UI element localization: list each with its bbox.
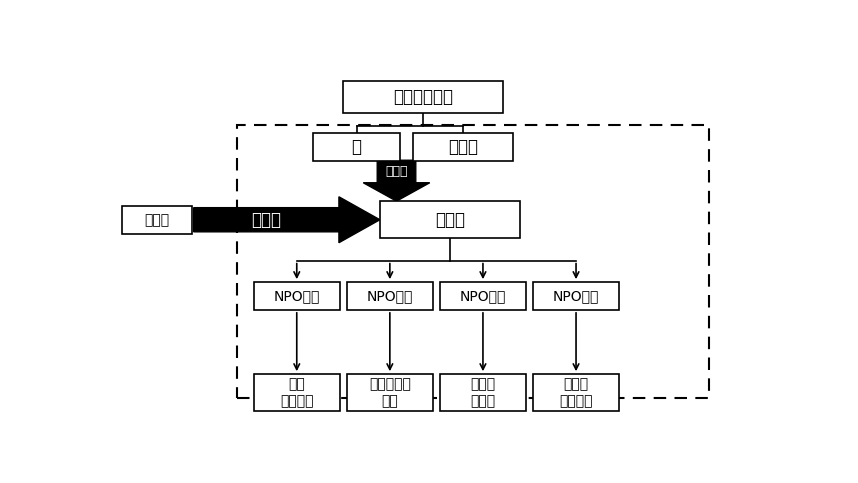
Bar [313, 133, 400, 161]
Text: 県: 県 [352, 138, 361, 156]
Text: ケア
リーバー: ケア リーバー [280, 378, 313, 408]
Text: 事業者: 事業者 [435, 211, 465, 229]
Text: 被虹待
経験者: 被虹待 経験者 [470, 378, 496, 408]
Bar [347, 374, 433, 412]
Text: 市町村: 市町村 [448, 138, 478, 156]
Bar [343, 81, 503, 113]
Bar [533, 374, 619, 412]
Text: 補助金: 補助金 [385, 165, 408, 178]
Text: 協㛃金: 協㛃金 [251, 211, 281, 229]
Polygon shape [194, 197, 380, 242]
Text: NPO法人: NPO法人 [460, 289, 506, 303]
Bar [347, 282, 433, 310]
Bar [439, 282, 526, 310]
Bar [380, 201, 520, 238]
Bar [122, 206, 192, 234]
Text: 企業等: 企業等 [144, 213, 170, 227]
Bar [237, 125, 709, 398]
Text: ヤング
ケアラー: ヤング ケアラー [559, 378, 593, 408]
Text: NPO法人: NPO法人 [274, 289, 320, 303]
Bar [254, 282, 340, 310]
Polygon shape [363, 160, 430, 201]
Text: NPO法人: NPO法人 [366, 289, 413, 303]
Bar [533, 282, 619, 310]
Bar [414, 133, 513, 161]
Text: 困窦世帯の
若者: 困窦世帯の 若者 [369, 378, 411, 408]
Bar [439, 374, 526, 412]
Text: ネットワーク: ネットワーク [393, 88, 453, 106]
Bar [254, 374, 340, 412]
Text: NPO法人: NPO法人 [553, 289, 599, 303]
